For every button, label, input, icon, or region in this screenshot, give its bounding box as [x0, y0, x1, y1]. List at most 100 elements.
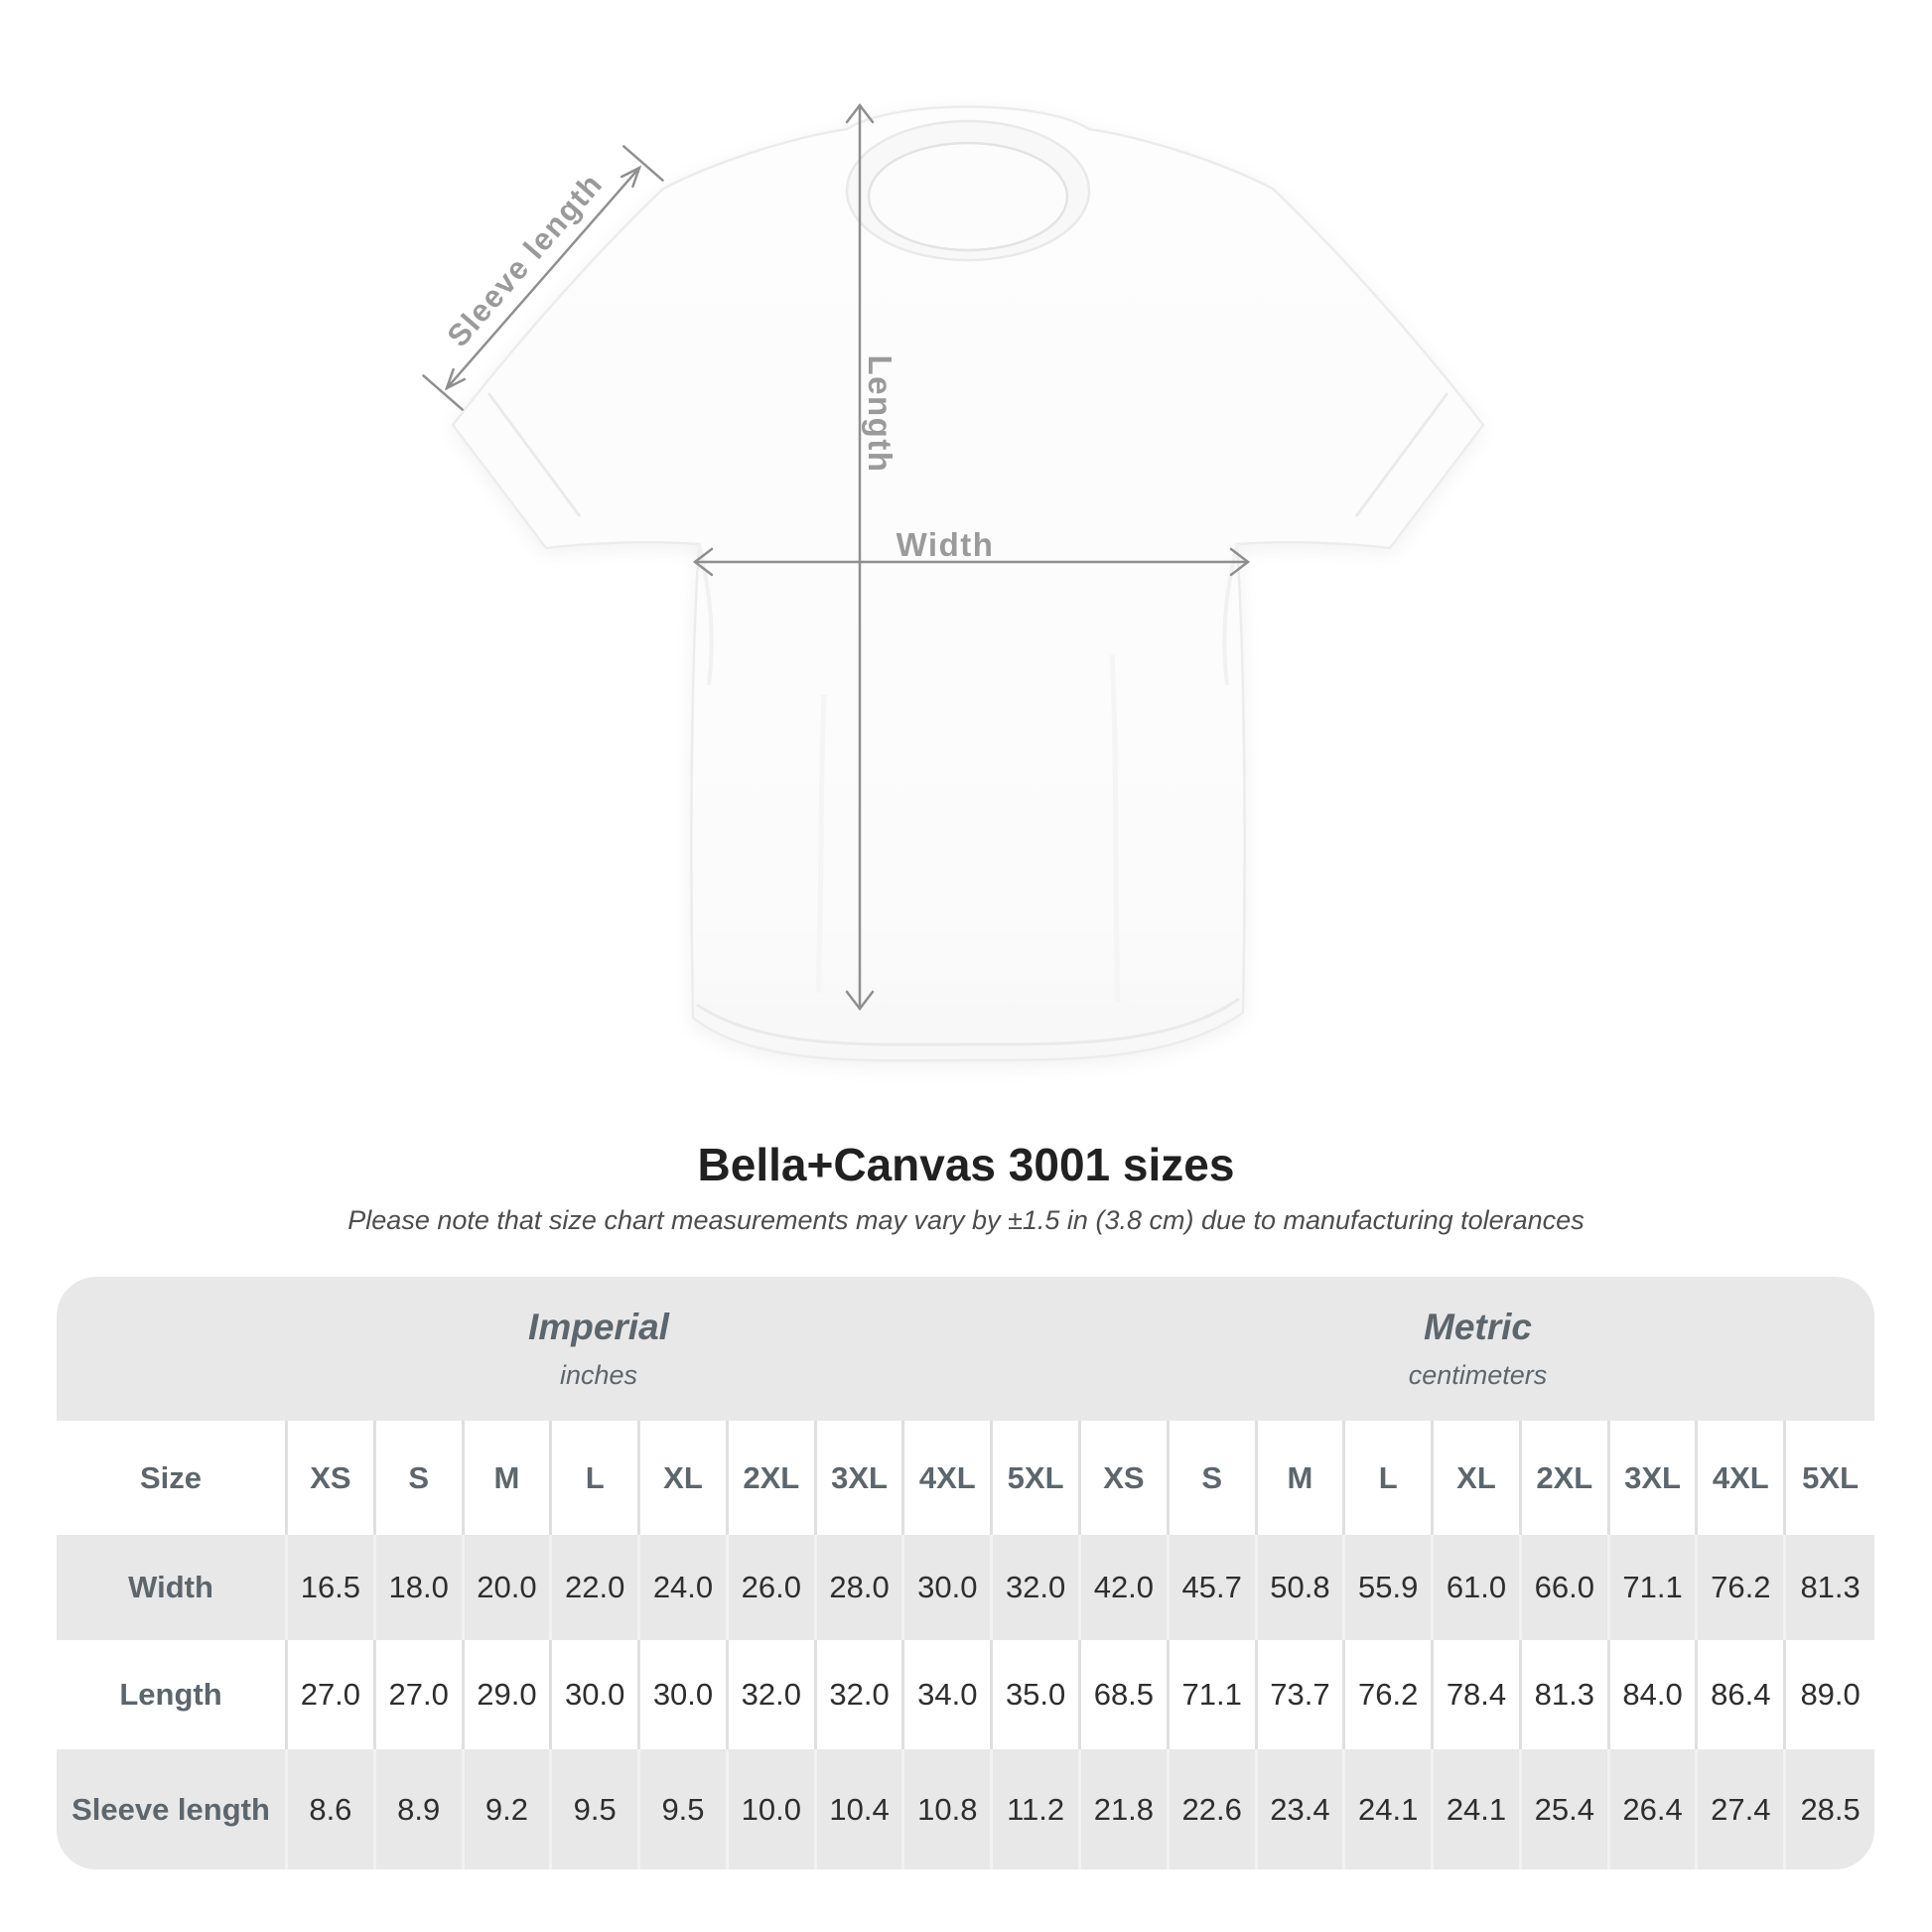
- size-header-imperial-3xl: 3XL: [817, 1421, 905, 1535]
- table-cell: 26.0: [729, 1535, 817, 1640]
- table-cell: 32.0: [817, 1640, 905, 1749]
- collar-inner: [867, 141, 1069, 252]
- table-cell: 50.8: [1258, 1535, 1346, 1640]
- size-header-imperial-xs: XS: [288, 1421, 376, 1535]
- size-header-metric-2xl: 2XL: [1522, 1421, 1610, 1535]
- table-cell: 8.9: [376, 1749, 465, 1869]
- size-header-metric-xl: XL: [1434, 1421, 1522, 1535]
- row-label-sleeve-length: Sleeve length: [57, 1749, 288, 1869]
- table-cell: 25.4: [1522, 1749, 1610, 1869]
- table-cell: 32.0: [729, 1640, 817, 1749]
- size-header-metric-s: S: [1170, 1421, 1258, 1535]
- table-cell: 22.0: [552, 1535, 641, 1640]
- table-cell: 24.0: [640, 1535, 729, 1640]
- table-cell: 34.0: [904, 1640, 994, 1749]
- table-cell: 10.8: [904, 1749, 994, 1869]
- size-header-metric-5xl: 5XL: [1802, 1459, 1860, 1495]
- table-cell: 68.5: [1081, 1640, 1170, 1749]
- table-cell: 8.6: [288, 1749, 376, 1869]
- table-cell: 27.0: [288, 1640, 376, 1749]
- table-cell: 10.4: [817, 1749, 905, 1869]
- table-cell: 27.0: [376, 1640, 465, 1749]
- table-cell: 84.0: [1610, 1640, 1699, 1749]
- table-cell: 66.0: [1522, 1535, 1610, 1640]
- table-cell: 76.2: [1698, 1535, 1787, 1640]
- size-header-metric-m: M: [1258, 1421, 1346, 1535]
- size-header-metric-xs: XS: [1081, 1421, 1170, 1535]
- table-cell: 27.4: [1698, 1749, 1787, 1869]
- table-cell: 22.6: [1170, 1749, 1258, 1869]
- left-cuff-seam: [486, 392, 582, 517]
- row-label-length: Length: [57, 1640, 288, 1749]
- table-cell: 35.0: [993, 1640, 1081, 1749]
- sleeve-length-row: Sleeve length 8.6 8.9 9.2 9.5 9.5 10.0 1…: [57, 1749, 1874, 1869]
- row-label-width: Width: [57, 1535, 288, 1640]
- size-header-metric-l: L: [1345, 1421, 1435, 1535]
- table-cell: 28.0: [817, 1535, 905, 1640]
- size-table: Imperial inches Metric centimeters Size …: [57, 1277, 1874, 1869]
- measurement-arrows: [422, 102, 1251, 1012]
- tshirt-body: [451, 105, 1485, 1062]
- table-cell: 42.0: [1081, 1535, 1170, 1640]
- table-cell: 81.3: [1522, 1640, 1610, 1749]
- table-cell: 81.3: [1800, 1570, 1861, 1604]
- table-cell: 71.1: [1610, 1535, 1699, 1640]
- table-cell: 10.0: [729, 1749, 817, 1869]
- sleeve-length-arrow: [422, 145, 664, 411]
- size-header-imperial-4xl: 4XL: [904, 1421, 994, 1535]
- size-header-metric-3xl: 3XL: [1610, 1421, 1699, 1535]
- table-cell: 61.0: [1434, 1535, 1522, 1640]
- length-row: Length 27.0 27.0 29.0 30.0 30.0 32.0 32.…: [57, 1640, 1874, 1749]
- table-cell: 32.0: [993, 1535, 1081, 1640]
- imperial-header: Imperial inches: [57, 1277, 1081, 1421]
- metric-header: Metric centimeters: [1081, 1277, 1874, 1421]
- size-header-metric-4xl: 4XL: [1698, 1421, 1787, 1535]
- imperial-title: Imperial: [528, 1307, 669, 1347]
- page-title: Bella+Canvas 3001 sizes: [697, 1139, 1235, 1190]
- table-cell: 89.0: [1800, 1677, 1861, 1712]
- table-cell: 45.7: [1170, 1535, 1258, 1640]
- table-cell: 86.4: [1698, 1640, 1787, 1749]
- table-cell: 9.2: [465, 1749, 553, 1869]
- table-cell: 20.0: [465, 1535, 553, 1640]
- size-header-imperial-l: L: [552, 1421, 641, 1535]
- length-arrow: [845, 102, 875, 1012]
- page-subtitle: Please note that size chart measurements…: [347, 1205, 1585, 1235]
- table-cell: 18.0: [376, 1535, 465, 1640]
- table-cell: 76.2: [1345, 1640, 1435, 1749]
- size-header-imperial-s: S: [376, 1421, 465, 1535]
- body-wrinkle-2: [1109, 654, 1121, 1004]
- table-cell: 21.8: [1081, 1749, 1170, 1869]
- metric-unit: centimeters: [1408, 1360, 1548, 1390]
- table-cell: 30.0: [640, 1640, 729, 1749]
- size-header-imperial-2xl: 2XL: [729, 1421, 817, 1535]
- table-cell: 9.5: [552, 1749, 641, 1869]
- table-cell: 30.0: [904, 1535, 994, 1640]
- table-cell: 16.5: [288, 1535, 376, 1640]
- metric-title: Metric: [1424, 1307, 1532, 1347]
- size-header-imperial-m: M: [465, 1421, 553, 1535]
- size-header-imperial-5xl: 5XL: [993, 1421, 1081, 1535]
- size-column-header: Size: [57, 1421, 288, 1535]
- table-cell: 73.7: [1258, 1640, 1346, 1749]
- imperial-unit: inches: [559, 1360, 638, 1390]
- table-cell: 29.0: [465, 1640, 553, 1749]
- table-cell: 30.0: [552, 1640, 641, 1749]
- hem-stitch: [696, 997, 1240, 1046]
- table-cell: 71.1: [1170, 1640, 1258, 1749]
- length-label: Length: [862, 354, 898, 474]
- table-cell: 78.4: [1434, 1640, 1522, 1749]
- size-header-row: Size XS S M L XL 2XL 3XL 4XL 5XL XS S M …: [57, 1421, 1874, 1535]
- table-cell: 24.1: [1345, 1749, 1435, 1869]
- unit-header-band: Imperial inches Metric centimeters: [57, 1277, 1874, 1421]
- width-label: Width: [896, 526, 995, 563]
- table-cell: 24.1: [1434, 1749, 1522, 1869]
- width-arrow: [692, 547, 1251, 577]
- body-wrinkle-1: [815, 694, 827, 994]
- right-cuff-seam: [1354, 392, 1449, 517]
- table-cell: 23.4: [1258, 1749, 1346, 1869]
- table-cell: 28.5: [1800, 1791, 1861, 1827]
- table-cell: 9.5: [640, 1749, 729, 1869]
